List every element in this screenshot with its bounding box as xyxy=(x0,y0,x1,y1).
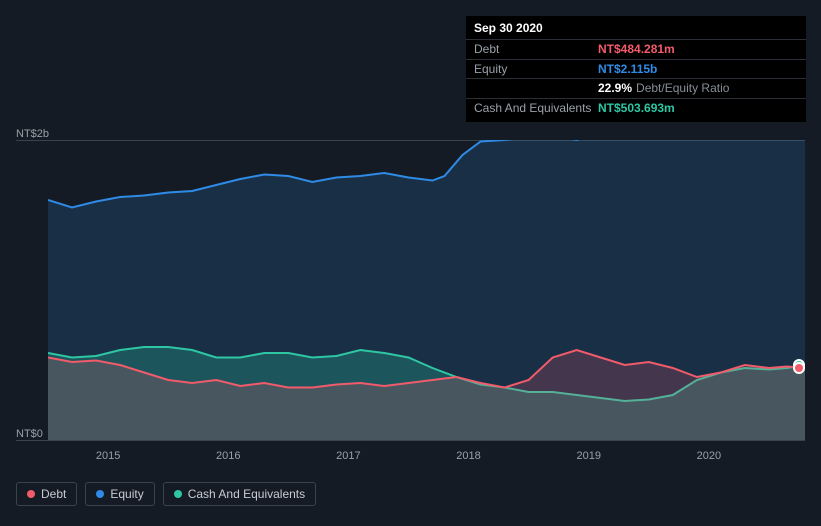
x-axis-label: 2017 xyxy=(336,450,360,462)
x-axis: 2015 2016 2017 2018 2019 2020 xyxy=(48,450,805,470)
y-axis-label: NT$2b xyxy=(16,128,49,140)
tooltip-row-value: NT$503.693m xyxy=(598,100,675,117)
tooltip-row: EquityNT$2.115b xyxy=(466,59,806,79)
tooltip-row-label: Equity xyxy=(474,61,598,78)
x-axis-label: 2019 xyxy=(576,450,600,462)
legend-swatch-icon xyxy=(174,490,182,498)
tooltip-row: DebtNT$484.281m xyxy=(466,39,806,59)
tooltip-row-label: Debt xyxy=(474,41,598,58)
hover-marker-debt xyxy=(795,364,803,372)
chart-tooltip: Sep 30 2020DebtNT$484.281mEquityNT$2.115… xyxy=(466,16,806,122)
tooltip-row: Cash And EquivalentsNT$503.693m xyxy=(466,98,806,118)
tooltip-row-subtext: Debt/Equity Ratio xyxy=(636,80,729,97)
tooltip-row: 22.9%Debt/Equity Ratio xyxy=(466,78,806,98)
tooltip-row-value: 22.9% xyxy=(598,80,632,97)
x-axis-label: 2018 xyxy=(456,450,480,462)
legend-label: Equity xyxy=(110,487,143,501)
financial-chart-panel: Sep 30 2020DebtNT$484.281mEquityNT$2.115… xyxy=(0,0,821,526)
x-axis-label: 2016 xyxy=(216,450,240,462)
legend-item-equity[interactable]: Equity xyxy=(85,482,154,506)
legend-item-cash[interactable]: Cash And Equivalents xyxy=(163,482,316,506)
gridline xyxy=(16,440,805,441)
legend-swatch-icon xyxy=(27,490,35,498)
x-axis-label: 2020 xyxy=(697,450,721,462)
chart-plot-area[interactable] xyxy=(48,140,805,440)
chart-svg xyxy=(48,140,805,440)
legend-item-debt[interactable]: Debt xyxy=(16,482,77,506)
x-axis-label: 2015 xyxy=(96,450,120,462)
legend-label: Cash And Equivalents xyxy=(188,487,305,501)
tooltip-row-label: Cash And Equivalents xyxy=(474,100,598,117)
chart-legend: Debt Equity Cash And Equivalents xyxy=(16,482,316,506)
y-axis-label: NT$0 xyxy=(16,428,43,440)
legend-swatch-icon xyxy=(96,490,104,498)
tooltip-row-value: NT$484.281m xyxy=(598,41,675,58)
tooltip-date: Sep 30 2020 xyxy=(466,20,806,39)
legend-label: Debt xyxy=(41,487,66,501)
tooltip-row-label xyxy=(474,80,598,97)
tooltip-row-value: NT$2.115b xyxy=(598,61,657,78)
